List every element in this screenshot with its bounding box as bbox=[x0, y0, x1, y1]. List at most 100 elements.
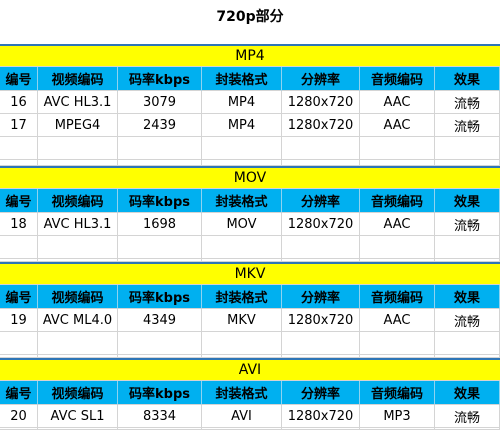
header-cell: 分辨率 bbox=[282, 285, 360, 309]
empty-cell bbox=[0, 137, 38, 160]
empty-cell bbox=[282, 259, 360, 262]
header-cell: 分辨率 bbox=[282, 67, 360, 91]
header-cell: 效果 bbox=[435, 285, 500, 309]
empty-cell bbox=[282, 332, 360, 355]
empty-cell bbox=[118, 259, 202, 262]
empty-cell bbox=[282, 236, 360, 259]
data-cell: AAC bbox=[360, 91, 435, 114]
data-cell: MOV bbox=[202, 213, 282, 236]
empty-cell bbox=[435, 332, 500, 355]
empty-cell bbox=[202, 259, 282, 262]
header-cell: 视频编码 bbox=[38, 67, 118, 91]
data-cell: AAC bbox=[360, 309, 435, 332]
header-cell: 效果 bbox=[435, 67, 500, 91]
header-cell: 码率kbps bbox=[118, 381, 202, 405]
empty-cell bbox=[282, 137, 360, 160]
data-cell: 流畅 bbox=[435, 405, 500, 428]
header-cell: 编号 bbox=[0, 67, 38, 91]
header-cell: 封装格式 bbox=[202, 67, 282, 91]
data-cell: AVC HL3.1 bbox=[38, 91, 118, 114]
data-cell: 1280x720 bbox=[282, 91, 360, 114]
header-cell: 封装格式 bbox=[202, 285, 282, 309]
empty-cell bbox=[435, 236, 500, 259]
data-cell: 17 bbox=[0, 114, 38, 137]
empty-cell bbox=[360, 137, 435, 160]
header-cell: 编号 bbox=[0, 285, 38, 309]
data-cell: 18 bbox=[0, 213, 38, 236]
data-cell: 19 bbox=[0, 309, 38, 332]
data-cell: MPEG4 bbox=[38, 114, 118, 137]
empty-cell bbox=[118, 137, 202, 160]
header-cell: 编号 bbox=[0, 189, 38, 213]
empty-cell bbox=[282, 355, 360, 358]
header-cell: 视频编码 bbox=[38, 189, 118, 213]
header-cell: 封装格式 bbox=[202, 189, 282, 213]
data-cell: AVC HL3.1 bbox=[38, 213, 118, 236]
section-title: AVI bbox=[0, 358, 500, 381]
section-title: MP4 bbox=[0, 44, 500, 67]
empty-cell bbox=[360, 355, 435, 358]
empty-cell bbox=[360, 236, 435, 259]
data-cell: AAC bbox=[360, 114, 435, 137]
header-cell: 音频编码 bbox=[360, 381, 435, 405]
data-cell: 16 bbox=[0, 91, 38, 114]
header-cell: 封装格式 bbox=[202, 381, 282, 405]
data-cell: 3079 bbox=[118, 91, 202, 114]
empty-cell bbox=[282, 160, 360, 166]
data-cell: AVC SL1 bbox=[38, 405, 118, 428]
empty-cell bbox=[435, 137, 500, 160]
section-title: MKV bbox=[0, 262, 500, 285]
empty-cell bbox=[0, 160, 38, 166]
empty-cell bbox=[202, 236, 282, 259]
data-cell: 流畅 bbox=[435, 309, 500, 332]
data-cell: 1280x720 bbox=[282, 405, 360, 428]
data-cell: 4349 bbox=[118, 309, 202, 332]
header-cell: 码率kbps bbox=[118, 189, 202, 213]
empty-cell bbox=[0, 236, 38, 259]
data-cell: 20 bbox=[0, 405, 38, 428]
header-cell: 音频编码 bbox=[360, 189, 435, 213]
empty-cell bbox=[202, 355, 282, 358]
header-cell: 编号 bbox=[0, 381, 38, 405]
header-cell: 码率kbps bbox=[118, 67, 202, 91]
empty-cell bbox=[202, 160, 282, 166]
empty-cell bbox=[118, 355, 202, 358]
empty-cell bbox=[0, 355, 38, 358]
header-cell: 码率kbps bbox=[118, 285, 202, 309]
data-cell: AAC bbox=[360, 213, 435, 236]
data-cell: 2439 bbox=[118, 114, 202, 137]
data-cell: 8334 bbox=[118, 405, 202, 428]
header-cell: 分辨率 bbox=[282, 189, 360, 213]
empty-cell bbox=[360, 332, 435, 355]
header-cell: 效果 bbox=[435, 381, 500, 405]
empty-cell bbox=[38, 355, 118, 358]
header-cell: 分辨率 bbox=[282, 381, 360, 405]
data-cell: 1280x720 bbox=[282, 114, 360, 137]
empty-cell bbox=[38, 332, 118, 355]
header-cell: 视频编码 bbox=[38, 285, 118, 309]
data-cell: MP4 bbox=[202, 91, 282, 114]
empty-cell bbox=[118, 160, 202, 166]
data-cell: AVC ML4.0 bbox=[38, 309, 118, 332]
empty-cell bbox=[38, 259, 118, 262]
empty-cell bbox=[0, 332, 38, 355]
empty-cell bbox=[38, 236, 118, 259]
header-cell: 音频编码 bbox=[360, 67, 435, 91]
data-cell: MP4 bbox=[202, 114, 282, 137]
data-cell: AVI bbox=[202, 405, 282, 428]
data-cell: MKV bbox=[202, 309, 282, 332]
empty-cell bbox=[38, 160, 118, 166]
header-cell: 效果 bbox=[435, 189, 500, 213]
empty-cell bbox=[0, 259, 38, 262]
page-title: 720p部分 bbox=[216, 9, 284, 25]
data-cell: 流畅 bbox=[435, 91, 500, 114]
section-title: MOV bbox=[0, 166, 500, 189]
empty-cell bbox=[118, 332, 202, 355]
data-cell: 1698 bbox=[118, 213, 202, 236]
data-cell: 流畅 bbox=[435, 213, 500, 236]
data-cell: MP3 bbox=[360, 405, 435, 428]
data-cell: 1280x720 bbox=[282, 213, 360, 236]
header-cell: 视频编码 bbox=[38, 381, 118, 405]
empty-cell bbox=[360, 160, 435, 166]
